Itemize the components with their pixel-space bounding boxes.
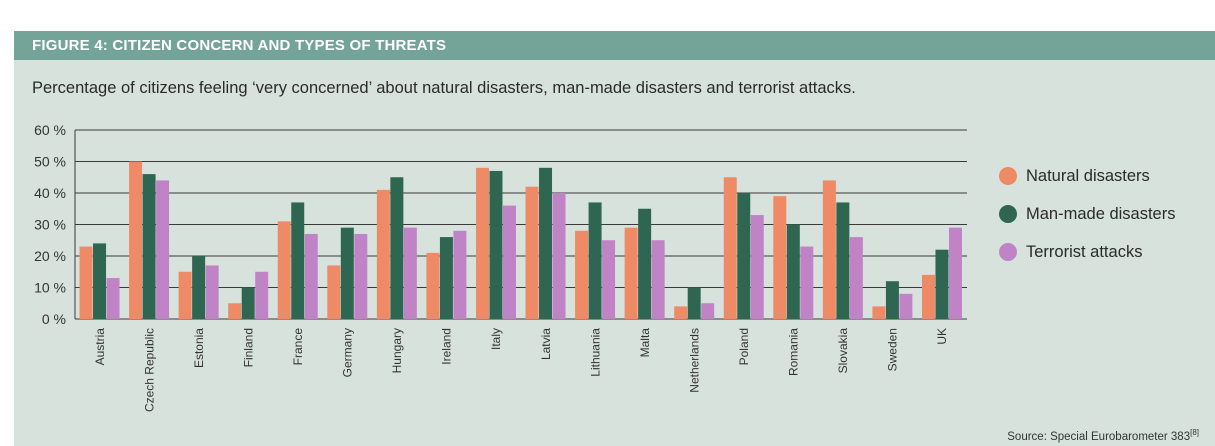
figure-title: FIGURE 4: CITIZEN CONCERN AND TYPES OF T… [32, 37, 447, 54]
x-tick-label: Germany [341, 328, 355, 377]
x-tick-label: Sweden [886, 328, 900, 371]
bar [773, 196, 787, 319]
x-tick-label: Czech Republic [142, 328, 156, 412]
bar [502, 205, 516, 319]
bar [624, 227, 638, 319]
x-tick-label: Ireland [440, 328, 454, 365]
bar [205, 265, 219, 319]
x-tick-label: Italy [489, 328, 503, 350]
x-tick-label: Romania [787, 328, 801, 376]
bar [737, 193, 751, 319]
bar [638, 208, 652, 319]
bar [453, 230, 467, 319]
x-tick-label: Slovakia [836, 328, 850, 374]
x-tick-label: Malta [638, 328, 652, 358]
y-tick-label: 30 % [34, 217, 66, 233]
bar [674, 306, 688, 319]
bar [723, 177, 737, 319]
bar [822, 180, 836, 319]
bar [687, 287, 701, 319]
bar [750, 215, 764, 319]
bar [872, 306, 886, 319]
bar [921, 274, 935, 319]
bar [304, 233, 318, 319]
y-tick-label: 40 % [34, 185, 66, 201]
bar [156, 180, 170, 319]
bar [849, 237, 863, 319]
bar [588, 202, 602, 319]
x-tick-label: France [291, 328, 305, 366]
bar [701, 303, 715, 319]
x-tick-label: Poland [737, 328, 751, 365]
bar [354, 233, 368, 319]
bar [403, 227, 417, 319]
bar [836, 202, 850, 319]
bar [178, 271, 192, 319]
bar [390, 177, 404, 319]
bar-chart: 0 % 10 % 20 % 30 % 40 % 50 % 60 % Austria Czech … [34, 122, 967, 412]
x-tick-label: UK [935, 328, 949, 345]
y-tick-label: 50 % [34, 154, 66, 170]
bar [935, 249, 949, 319]
legend-item-terrorist: Terrorist attacks [999, 233, 1175, 271]
bar [79, 246, 93, 319]
bar [885, 281, 899, 319]
source-note: Source: Special Eurobarometer 383[8] [1007, 428, 1199, 443]
x-tick-label: Estonia [192, 328, 206, 368]
bar [489, 170, 503, 319]
x-tick-label: Austria [93, 328, 107, 366]
legend-swatch-terrorist [999, 243, 1017, 261]
bar [948, 227, 962, 319]
x-tick-label: Hungary [390, 328, 404, 373]
bar [426, 252, 440, 319]
legend-swatch-manmade [999, 205, 1017, 223]
figure-subtitle: Percentage of citizens feeling ‘very con… [32, 79, 856, 97]
bar [241, 287, 255, 319]
legend-item-natural: Natural disasters [999, 157, 1175, 195]
legend-label-natural: Natural disasters [1026, 166, 1150, 185]
bar [106, 278, 120, 319]
bar [525, 186, 539, 319]
figure-header: FIGURE 4: CITIZEN CONCERN AND TYPES OF T… [14, 31, 1215, 60]
bar [291, 202, 305, 319]
bar [255, 271, 269, 319]
source-ref: [8] [1190, 428, 1199, 437]
bar [800, 246, 814, 319]
y-tick-label: 60 % [34, 122, 66, 138]
legend-label-manmade: Man-made disasters [1026, 204, 1176, 223]
bar [539, 167, 553, 319]
x-tick-label: Finland [241, 328, 255, 367]
bar [439, 237, 453, 319]
source-text: Source: Special Eurobarometer 383 [1007, 430, 1191, 443]
bar [552, 193, 566, 319]
legend-swatch-natural [999, 167, 1017, 185]
legend-item-manmade: Man-made disasters [999, 195, 1175, 233]
bar [93, 243, 107, 319]
y-tick-label: 10 % [34, 280, 66, 296]
x-tick-label: Lithuania [588, 328, 602, 377]
x-tick-label: Netherlands [687, 328, 701, 393]
bar [899, 293, 913, 319]
bar [142, 174, 156, 319]
bar [376, 189, 390, 319]
bar [602, 240, 616, 319]
bar [192, 256, 206, 319]
bar [327, 265, 341, 319]
bar [786, 224, 800, 319]
bar [475, 167, 489, 319]
legend-label-terrorist: Terrorist attacks [1026, 242, 1143, 261]
bar [277, 221, 291, 319]
y-tick-label: 20 % [34, 248, 66, 264]
bar [228, 303, 242, 319]
bar [129, 161, 143, 319]
bar [575, 230, 589, 319]
y-tick-label: 0 % [42, 311, 66, 327]
figure-panel: FIGURE 4: CITIZEN CONCERN AND TYPES OF T… [14, 31, 1215, 446]
chart-legend: Natural disasters Man-made disasters Ter… [999, 157, 1175, 271]
bar [651, 240, 665, 319]
x-tick-label: Latvia [539, 328, 553, 360]
bar [340, 227, 354, 319]
